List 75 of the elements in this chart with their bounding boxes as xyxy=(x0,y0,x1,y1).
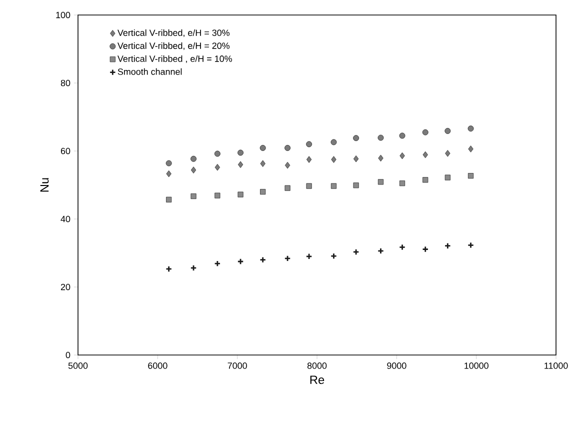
x-tick-label: 5000 xyxy=(68,362,88,369)
point xyxy=(378,154,384,162)
point xyxy=(214,192,220,198)
point xyxy=(166,266,172,272)
point xyxy=(166,196,172,202)
y-tick-label: 40 xyxy=(60,216,70,222)
point xyxy=(260,256,266,264)
point xyxy=(284,144,291,151)
y-tick-label: 0 xyxy=(66,352,70,358)
point xyxy=(166,160,172,166)
point xyxy=(353,182,359,188)
y-tick-label: 80 xyxy=(60,80,70,86)
point xyxy=(399,180,406,186)
point xyxy=(352,248,360,256)
point xyxy=(214,150,220,157)
point xyxy=(353,155,359,162)
point xyxy=(214,164,220,171)
point xyxy=(260,189,266,195)
point xyxy=(422,246,429,253)
point xyxy=(377,248,384,254)
point xyxy=(190,166,196,174)
point xyxy=(306,156,312,163)
point xyxy=(353,135,360,142)
point xyxy=(260,144,266,151)
y-tick-label: 60 xyxy=(60,148,70,154)
point xyxy=(284,255,291,262)
point xyxy=(284,185,290,191)
point xyxy=(330,252,338,260)
point xyxy=(190,156,197,162)
legend-label: Smooth channel xyxy=(118,68,182,75)
point xyxy=(467,242,474,248)
point xyxy=(237,258,244,265)
point xyxy=(444,174,450,180)
point xyxy=(190,264,197,272)
point xyxy=(400,152,405,160)
point xyxy=(306,141,312,148)
point xyxy=(284,162,290,169)
x-tick-label: 11000 xyxy=(544,362,568,369)
point xyxy=(378,134,384,141)
y-tick-label: 100 xyxy=(56,12,70,18)
x-tick-label: 9000 xyxy=(387,362,406,369)
point xyxy=(468,126,474,132)
legend-label: Vertical V-ribbed, e/H = 20% xyxy=(117,42,230,50)
y-axis-title: Nu xyxy=(40,178,49,192)
point xyxy=(445,150,450,157)
x-tick-label: 8000 xyxy=(307,362,327,369)
x-tick-label: 6000 xyxy=(148,362,168,369)
legend-label: Vertical V-ribbed, e/H = 30% xyxy=(117,29,230,38)
point xyxy=(306,253,312,260)
point xyxy=(378,179,384,185)
point xyxy=(422,177,428,183)
point xyxy=(238,161,244,168)
point xyxy=(260,160,266,167)
point xyxy=(214,260,221,267)
point xyxy=(422,129,428,136)
x-tick-label: 10000 xyxy=(464,362,488,369)
point xyxy=(330,139,337,146)
point xyxy=(398,244,406,251)
point xyxy=(422,151,428,158)
point xyxy=(444,128,451,134)
legend-label: Vertical V-ribbed , e/H = 10% xyxy=(117,55,232,63)
point xyxy=(330,183,337,189)
y-tick-label: 20 xyxy=(60,284,70,290)
point xyxy=(190,193,196,200)
x-tick-label: 7000 xyxy=(228,362,247,369)
point xyxy=(238,150,244,156)
point xyxy=(238,192,244,198)
point xyxy=(399,132,406,139)
point xyxy=(468,173,474,179)
point xyxy=(166,170,172,178)
x-axis-title: Re xyxy=(310,376,324,384)
point xyxy=(306,183,312,189)
point xyxy=(444,242,451,250)
point xyxy=(331,156,336,163)
point xyxy=(468,146,474,152)
